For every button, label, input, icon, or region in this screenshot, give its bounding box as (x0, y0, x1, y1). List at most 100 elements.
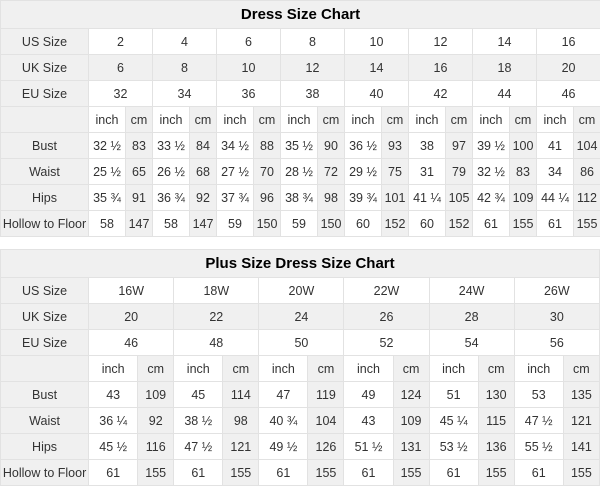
size-cell: 14 (473, 29, 537, 55)
size-cell: 18W (174, 278, 259, 304)
row-label: Hollow to Floor (1, 211, 89, 237)
unit-inch-cell: inch (89, 107, 126, 133)
size-cell: 20 (537, 55, 600, 81)
measure-inch-cell: 39 ½ (473, 133, 510, 159)
measure-inch-cell: 61 (259, 460, 308, 486)
measure-cm-cell: 105 (446, 185, 473, 211)
size-cell: 54 (429, 330, 514, 356)
row-label: EU Size (1, 330, 89, 356)
measure-inch-cell: 38 ¾ (281, 185, 318, 211)
measure-inch-cell: 61 (537, 211, 574, 237)
row-label: Bust (1, 382, 89, 408)
size-cell: 38 (281, 81, 345, 107)
unit-inch-cell: inch (281, 107, 318, 133)
measure-cm-cell: 155 (138, 460, 174, 486)
measure-inch-cell: 45 (174, 382, 223, 408)
size-cell: 48 (174, 330, 259, 356)
unit-inch-cell: inch (344, 356, 393, 382)
measure-inch-cell: 35 ¾ (89, 185, 126, 211)
measure-cm-cell: 83 (510, 159, 537, 185)
row-label: Hips (1, 185, 89, 211)
measure-inch-cell: 27 ½ (217, 159, 254, 185)
unit-inch-cell: inch (153, 107, 190, 133)
measure-cm-cell: 75 (382, 159, 409, 185)
size-cell: 8 (281, 29, 345, 55)
row-label: Waist (1, 408, 89, 434)
table-title: Dress Size Chart (1, 1, 600, 29)
measure-inch-cell: 49 ½ (259, 434, 308, 460)
measure-cm-cell: 152 (382, 211, 409, 237)
row-label-empty (1, 107, 89, 133)
measure-cm-cell: 150 (318, 211, 345, 237)
measure-cm-cell: 155 (510, 211, 537, 237)
row-label: US Size (1, 278, 89, 304)
measure-inch-cell: 55 ½ (514, 434, 563, 460)
measure-inch-cell: 32 ½ (473, 159, 510, 185)
measure-inch-cell: 61 (89, 460, 138, 486)
measure-inch-cell: 36 ¼ (89, 408, 138, 434)
size-cell: 20W (259, 278, 344, 304)
measure-cm-cell: 119 (308, 382, 344, 408)
measure-cm-cell: 70 (254, 159, 281, 185)
measure-inch-cell: 39 ¾ (345, 185, 382, 211)
size-cell: 26W (514, 278, 599, 304)
unit-inch-cell: inch (174, 356, 223, 382)
measure-cm-cell: 100 (510, 133, 537, 159)
size-cell: 28 (429, 304, 514, 330)
unit-cm-cell: cm (190, 107, 217, 133)
measure-cm-cell: 155 (574, 211, 600, 237)
measure-cm-cell: 65 (126, 159, 153, 185)
unit-cm-cell: cm (254, 107, 281, 133)
size-cell: 8 (153, 55, 217, 81)
size-cell: 6 (89, 55, 153, 81)
measure-cm-cell: 155 (223, 460, 259, 486)
measure-inch-cell: 25 ½ (89, 159, 126, 185)
size-cell: 10 (217, 55, 281, 81)
size-cell: 24 (259, 304, 344, 330)
measure-cm-cell: 92 (138, 408, 174, 434)
unit-cm-cell: cm (138, 356, 174, 382)
size-cell: 42 (409, 81, 473, 107)
measure-cm-cell: 136 (478, 434, 514, 460)
unit-inch-cell: inch (409, 107, 446, 133)
measure-cm-cell: 115 (478, 408, 514, 434)
row-label: Bust (1, 133, 89, 159)
unit-cm-cell: cm (223, 356, 259, 382)
unit-cm-cell: cm (510, 107, 537, 133)
size-cell: 34 (153, 81, 217, 107)
size-cell: 52 (344, 330, 429, 356)
measure-inch-cell: 38 ½ (174, 408, 223, 434)
measure-cm-cell: 98 (318, 185, 345, 211)
row-label: UK Size (1, 304, 89, 330)
size-cell: 24W (429, 278, 514, 304)
measure-cm-cell: 147 (126, 211, 153, 237)
size-cell: 46 (537, 81, 600, 107)
measure-inch-cell: 53 ½ (429, 434, 478, 460)
size-cell: 46 (89, 330, 174, 356)
measure-inch-cell: 47 (259, 382, 308, 408)
measure-inch-cell: 61 (174, 460, 223, 486)
measure-cm-cell: 83 (126, 133, 153, 159)
measure-inch-cell: 61 (473, 211, 510, 237)
row-label: UK Size (1, 55, 89, 81)
measure-cm-cell: 72 (318, 159, 345, 185)
measure-inch-cell: 53 (514, 382, 563, 408)
measure-inch-cell: 45 ¼ (429, 408, 478, 434)
size-cell: 16 (409, 55, 473, 81)
unit-cm-cell: cm (574, 107, 600, 133)
size-cell: 6 (217, 29, 281, 55)
measure-inch-cell: 61 (514, 460, 563, 486)
size-cell: 20 (89, 304, 174, 330)
measure-inch-cell: 49 (344, 382, 393, 408)
unit-cm-cell: cm (393, 356, 429, 382)
size-cell: 10 (345, 29, 409, 55)
measure-cm-cell: 104 (308, 408, 344, 434)
row-label-empty (1, 356, 89, 382)
measure-cm-cell: 131 (393, 434, 429, 460)
row-label: US Size (1, 29, 89, 55)
measure-inch-cell: 41 (537, 133, 574, 159)
measure-inch-cell: 26 ½ (153, 159, 190, 185)
measure-cm-cell: 98 (223, 408, 259, 434)
measure-inch-cell: 34 ½ (217, 133, 254, 159)
